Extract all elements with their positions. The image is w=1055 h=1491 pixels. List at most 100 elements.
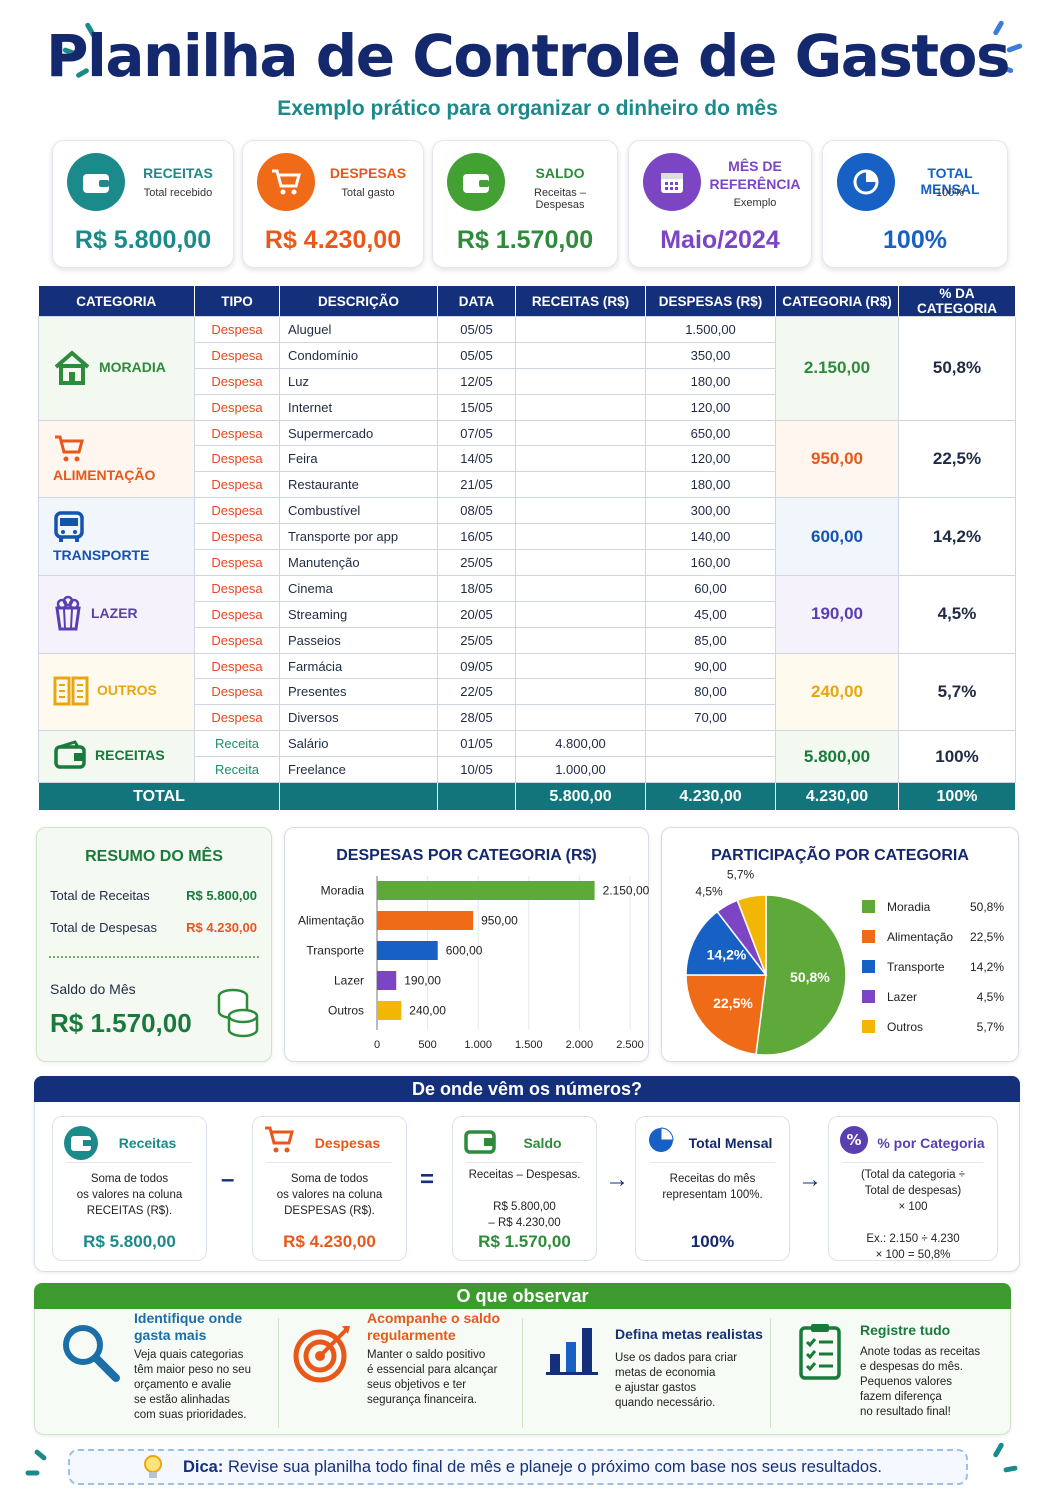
category-percent: 50,8%: [898, 316, 1016, 421]
pie-slice: [685, 974, 767, 1056]
data-label: 190,00: [404, 974, 441, 988]
despesas-cell: 60,00: [645, 574, 776, 602]
category-percent: 4,5%: [898, 574, 1016, 654]
observar-item: Registre tudo Anote todas as receitas e …: [860, 1322, 1010, 1442]
divider: [650, 1162, 775, 1163]
magnifier-icon: [58, 1320, 122, 1389]
card-sub: Receitas – Despesas: [534, 187, 586, 211]
despesas-cell: [645, 756, 776, 784]
despesas-cell: 300,00: [645, 497, 776, 525]
formula-box-value: R$ 4.230,00: [283, 1232, 376, 1251]
observar-item: Identifique onde gasta mais Veja quais c…: [134, 1310, 274, 1430]
spark-decoration: [992, 1441, 1005, 1459]
resumo-receitas-label: Total de Receitas: [50, 888, 150, 903]
despesas-cell: 90,00: [645, 652, 776, 680]
receitas-cell: 1.000,00: [515, 756, 646, 784]
pie-chart-panel: PARTICIPAÇÃO POR CATEGORIA 50,8% 22,5% 14,…: [661, 827, 1019, 1062]
column-header: DESCRIÇÃO: [279, 286, 438, 317]
description-cell: Condomínio: [279, 341, 438, 369]
divider: [467, 1162, 582, 1163]
formula-box-desc: (Total da categoria ÷ Total de despesas)…: [860, 1169, 966, 1261]
type-cell: Despesa: [194, 445, 280, 473]
target-icon: [292, 1322, 354, 1389]
description-cell: Luz: [279, 367, 438, 395]
dica-box: [68, 1449, 968, 1485]
observar-title: O que observar: [34, 1283, 1011, 1309]
legend-value: 50,8%: [970, 900, 1004, 914]
observar-item-title: Identifique onde gasta mais: [134, 1310, 243, 1343]
x-tick-label: 1.500: [515, 1039, 543, 1051]
observar-item-title: Acompanhe o saldo regularmente: [367, 1310, 501, 1343]
despesas-cell: 350,00: [645, 341, 776, 369]
divider: [770, 1318, 771, 1428]
pie-label: 22,5%: [713, 995, 753, 1011]
pie-chart: 50,8% 22,5% 14,2% 4,5% 5,7% Moradia 50,8% Alime…: [685, 868, 1005, 1056]
description-cell: Presentes: [279, 678, 438, 706]
card-label: MÊS DE REFERÊNCIA: [709, 158, 801, 192]
formula-box-title: % por Categoria: [877, 1135, 985, 1151]
table-header: CATEGORIA TIPO DESCRIÇÃO DATA RECEITAS (R$) D…: [38, 286, 1016, 317]
category-total: 950,00: [775, 419, 899, 499]
table-row: Despesa Manutenção 25/05 160,00: [39, 549, 1016, 576]
category-name: OUTROS: [97, 682, 157, 699]
column-header: CATEGORIA: [38, 286, 195, 317]
date-cell: 22/05: [437, 678, 516, 706]
despesas-cell: 45,00: [645, 600, 776, 628]
legend-label: Outros: [887, 1020, 923, 1034]
receitas-cell: [515, 523, 646, 551]
description-cell: Freelance: [279, 756, 438, 784]
description-cell: Transporte por app: [279, 523, 438, 551]
card-despesas: DESPESAS Total gasto R$ 4.230,00: [242, 140, 424, 268]
category-total: 2.150,00: [775, 316, 899, 421]
legend-value: 22,5%: [970, 930, 1004, 944]
formula-box-title: Total Mensal: [688, 1135, 773, 1151]
card-label: SALDO: [535, 165, 585, 181]
formula-box: % % por Categoria (Total da categoria ÷ To…: [828, 1116, 998, 1261]
receitas-cell: 4.800,00: [515, 730, 646, 758]
total-receitas: 5.800,00: [515, 782, 646, 812]
cart-icon: [53, 434, 85, 467]
description-cell: Cinema: [279, 574, 438, 602]
spark-decoration: [33, 1448, 48, 1462]
receitas-cell: [515, 626, 646, 654]
resumo-saldo-label: Saldo do Mês: [50, 981, 136, 997]
resumo-despesas-value: R$ 4.230,00: [186, 920, 257, 935]
date-cell: 12/05: [437, 367, 516, 395]
card-saldo: SALDO Receitas – Despesas R$ 1.570,00: [432, 140, 618, 268]
receitas-cell: [515, 497, 646, 525]
type-cell: Despesa: [194, 471, 280, 499]
observar-item-desc: Use os dados para criar metas de economi…: [615, 1352, 738, 1409]
date-cell: 07/05: [437, 419, 516, 447]
pie-label: 4,5%: [695, 884, 723, 898]
expense-table: CATEGORIA TIPO DESCRIÇÃO DATA RECEITAS (R$) D…: [38, 286, 1016, 812]
observar-item-title: Registre tudo: [860, 1322, 951, 1338]
table-row: Despesa Diversos 28/05 70,00: [39, 704, 1016, 732]
card-label: TOTAL MENSAL: [920, 165, 980, 197]
svg-text:%: %: [846, 1131, 861, 1149]
date-cell: 05/05: [437, 341, 516, 369]
despesas-cell: 80,00: [645, 678, 776, 706]
category-total: 5.800,00: [775, 730, 899, 784]
formula-box: Receitas Soma de todos os valores na colu…: [52, 1116, 207, 1261]
x-tick-label: 1.000: [464, 1039, 492, 1051]
legend-value: 4,5%: [977, 990, 1005, 1004]
dica-label: Dica:: [183, 1458, 224, 1476]
receitas-cell: [515, 471, 646, 499]
card-value: Maio/2024: [660, 226, 780, 254]
description-cell: Manutenção: [279, 549, 438, 576]
book-icon: [53, 674, 89, 709]
date-cell: 25/05: [437, 549, 516, 576]
column-header: DATA: [437, 286, 516, 317]
description-cell: Streaming: [279, 600, 438, 628]
category-name: ALIMENTAÇÃO: [53, 467, 156, 484]
formula-box-value: R$ 5.800,00: [83, 1232, 176, 1251]
type-cell: Despesa: [194, 393, 280, 421]
formula-operator: –: [221, 1166, 235, 1193]
receitas-cell: [515, 341, 646, 369]
checklist-icon: [798, 1322, 842, 1385]
column-header: % DA CATEGORIA: [898, 286, 1016, 317]
receitas-cell: [515, 316, 646, 343]
formula-box: Saldo Receitas – Despesas. R$ 5.800,00 – …: [452, 1116, 597, 1261]
data-label: 950,00: [481, 914, 518, 928]
despesas-cell: 120,00: [645, 445, 776, 473]
